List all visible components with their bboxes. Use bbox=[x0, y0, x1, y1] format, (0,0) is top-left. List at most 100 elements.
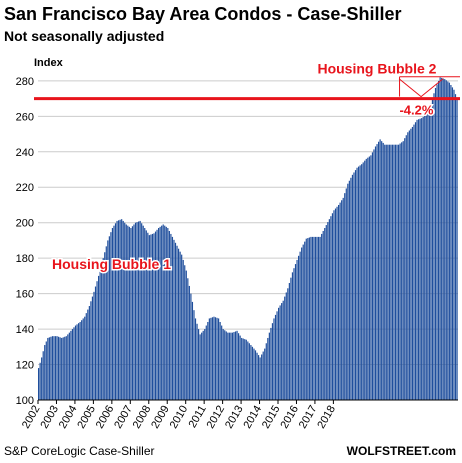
bar bbox=[351, 174, 354, 400]
y-tick-label: 180 bbox=[16, 253, 34, 265]
bar bbox=[422, 116, 424, 401]
bar bbox=[428, 107, 430, 401]
bar bbox=[161, 225, 163, 400]
bar bbox=[416, 119, 418, 401]
bar bbox=[168, 230, 170, 400]
bar bbox=[284, 296, 286, 400]
bar bbox=[451, 87, 454, 401]
bar bbox=[374, 146, 377, 400]
bar bbox=[328, 219, 330, 400]
bar bbox=[154, 231, 157, 400]
bar bbox=[385, 144, 387, 400]
bar bbox=[204, 329, 206, 400]
bar bbox=[296, 259, 298, 400]
bar bbox=[81, 320, 83, 400]
bar bbox=[193, 310, 195, 400]
bar bbox=[162, 224, 164, 400]
bar bbox=[45, 341, 47, 400]
bar bbox=[93, 291, 95, 400]
bar bbox=[102, 258, 104, 400]
bar bbox=[44, 345, 46, 400]
bar bbox=[444, 79, 446, 400]
y-tick-label: 100 bbox=[16, 395, 34, 407]
bar bbox=[421, 118, 423, 400]
bar bbox=[334, 208, 337, 400]
y-tick-label: 120 bbox=[16, 360, 34, 372]
bar bbox=[307, 238, 309, 400]
bar bbox=[164, 225, 166, 400]
bar bbox=[394, 144, 397, 400]
bar bbox=[259, 357, 261, 400]
bar bbox=[128, 226, 130, 400]
bar bbox=[122, 220, 124, 400]
bar bbox=[399, 143, 401, 400]
bar bbox=[378, 141, 380, 401]
bar bbox=[322, 230, 324, 400]
bar bbox=[313, 236, 315, 400]
bar bbox=[68, 332, 70, 400]
bar bbox=[407, 132, 409, 400]
bar bbox=[402, 141, 404, 400]
bar bbox=[398, 144, 400, 400]
y-tick-label: 260 bbox=[16, 111, 34, 123]
x-tick-label: 2010 bbox=[168, 404, 191, 431]
bar bbox=[210, 317, 212, 400]
bar bbox=[136, 222, 138, 400]
bar bbox=[319, 236, 321, 400]
bar bbox=[325, 225, 327, 400]
bar bbox=[250, 345, 252, 400]
bar bbox=[396, 144, 398, 400]
bar bbox=[368, 156, 370, 400]
bar bbox=[62, 337, 64, 400]
bar bbox=[211, 317, 214, 400]
bar bbox=[256, 352, 258, 400]
bar bbox=[141, 223, 143, 400]
bar bbox=[87, 309, 89, 400]
bar bbox=[305, 238, 307, 400]
bar bbox=[139, 220, 141, 400]
bar bbox=[442, 78, 444, 400]
bar bbox=[381, 141, 383, 400]
bar bbox=[401, 142, 403, 400]
bar bbox=[433, 93, 435, 400]
bar bbox=[178, 248, 180, 400]
bar bbox=[114, 223, 117, 400]
bar bbox=[104, 252, 106, 400]
source-note: S&P CoreLogic Case-Shiller bbox=[4, 444, 155, 458]
bar bbox=[47, 337, 49, 400]
bar bbox=[101, 264, 103, 400]
bar bbox=[262, 351, 264, 400]
bar bbox=[370, 155, 372, 400]
bar bbox=[270, 327, 272, 400]
bar bbox=[448, 82, 450, 400]
bar bbox=[299, 251, 301, 400]
bar bbox=[242, 338, 244, 400]
bar bbox=[450, 85, 452, 400]
bar bbox=[453, 89, 455, 400]
bar bbox=[125, 224, 127, 400]
bar bbox=[268, 332, 270, 400]
bar bbox=[98, 275, 100, 400]
chart-title: San Francisco Bay Area Condos - Case-Shi… bbox=[4, 4, 402, 24]
bar bbox=[99, 269, 101, 400]
bar bbox=[324, 228, 326, 400]
bar bbox=[281, 303, 283, 400]
bar bbox=[38, 368, 40, 400]
bar bbox=[182, 259, 184, 400]
y-tick-label: 160 bbox=[16, 289, 34, 301]
bar bbox=[367, 157, 369, 400]
bar bbox=[113, 225, 115, 400]
bar bbox=[376, 144, 378, 400]
bubble2-label: Housing Bubble 2 bbox=[317, 61, 436, 77]
y-tick-label: 140 bbox=[16, 324, 34, 336]
bar bbox=[345, 188, 347, 400]
bar bbox=[388, 144, 390, 400]
bar bbox=[410, 128, 412, 401]
x-tick-label: 2008 bbox=[131, 404, 154, 431]
bar bbox=[156, 229, 158, 400]
bar bbox=[258, 355, 260, 400]
bar bbox=[333, 210, 335, 400]
y-tick-label: 200 bbox=[16, 218, 34, 230]
bar bbox=[64, 336, 66, 400]
